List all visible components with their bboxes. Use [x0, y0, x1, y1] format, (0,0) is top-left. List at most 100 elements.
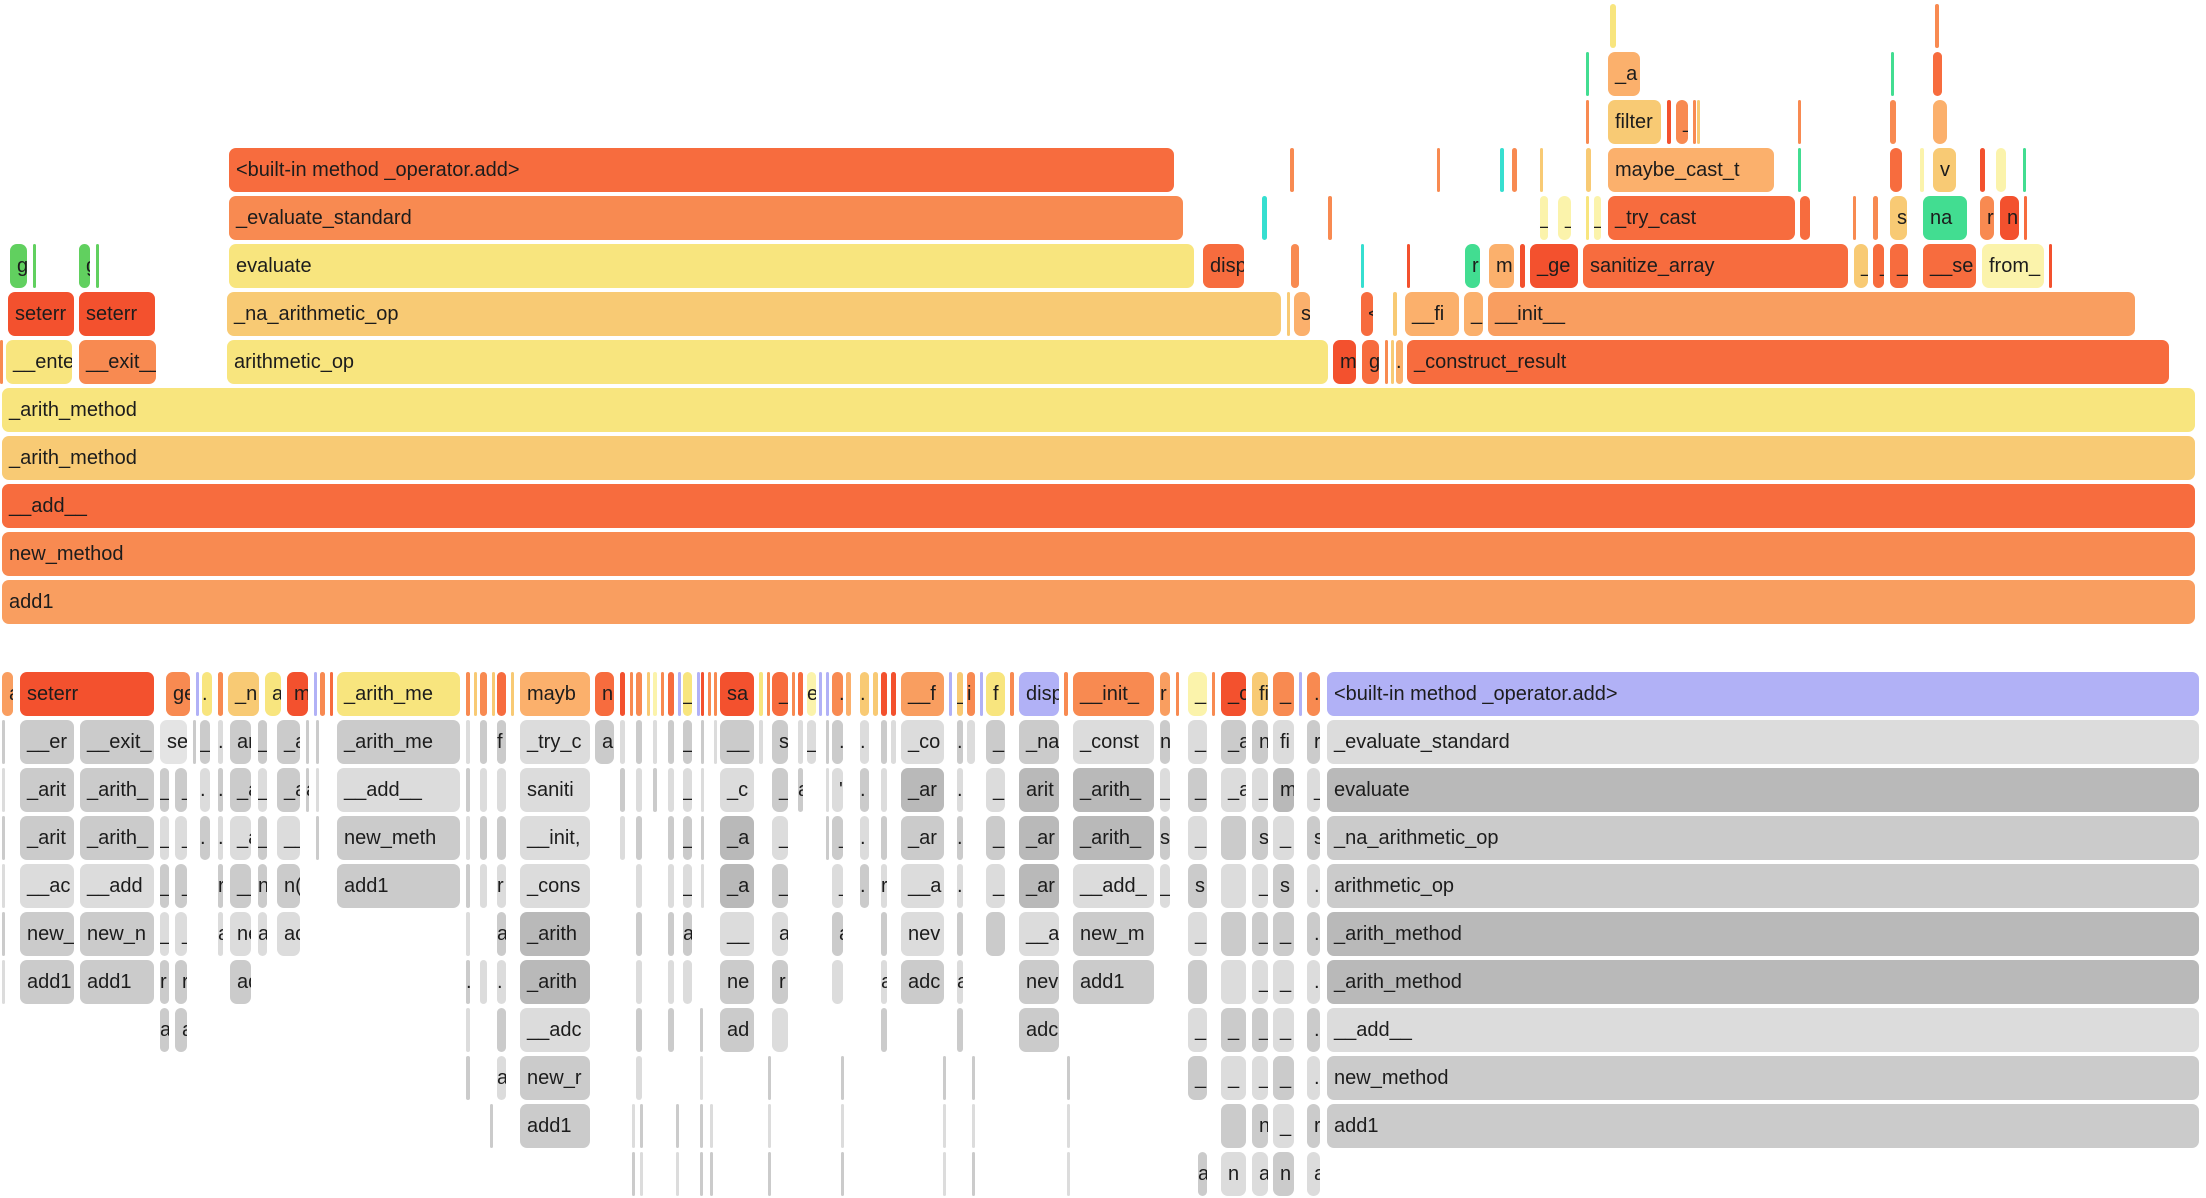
flame-frame[interactable]	[1221, 864, 1246, 908]
flame-frame[interactable]	[759, 720, 763, 764]
flame-frame[interactable]: _	[258, 816, 267, 860]
flame-frame[interactable]	[2, 816, 5, 860]
flame-frame[interactable]: .	[860, 768, 869, 812]
flame-frame[interactable]: add1	[1073, 960, 1154, 1004]
flame-frame[interactable]: new_	[20, 912, 74, 956]
flame-frame[interactable]: _	[772, 672, 788, 716]
flame-frame[interactable]: new_m	[1073, 912, 1154, 956]
flame-frame[interactable]: _	[1221, 1056, 1246, 1100]
flame-frame[interactable]: ne	[720, 960, 754, 1004]
flame-frame[interactable]: s	[1273, 864, 1294, 908]
flame-frame[interactable]	[1064, 672, 1068, 716]
flame-frame[interactable]: _arit	[20, 768, 74, 812]
flame-frame[interactable]: _try_cast	[1608, 196, 1795, 240]
flame-frame[interactable]: seterr	[20, 672, 154, 716]
flame-frame[interactable]	[653, 720, 657, 764]
flame-frame[interactable]	[636, 1056, 642, 1100]
flame-frame[interactable]: a	[175, 1008, 187, 1052]
flame-frame[interactable]: _	[200, 720, 210, 764]
flame-frame[interactable]: _arith	[520, 912, 590, 956]
flame-frame[interactable]	[1176, 672, 1179, 716]
flame-frame[interactable]	[480, 768, 487, 812]
flame-frame[interactable]	[678, 672, 681, 716]
flame-frame[interactable]: s	[1160, 816, 1170, 860]
flame-frame[interactable]: _	[1221, 1008, 1246, 1052]
flame-frame[interactable]	[636, 912, 642, 956]
flame-frame[interactable]: seterr	[79, 292, 155, 336]
flame-frame[interactable]: .	[1307, 960, 1320, 1004]
flame-frame[interactable]: _	[1273, 960, 1294, 1004]
flame-frame[interactable]	[881, 768, 887, 812]
flame-frame[interactable]: _	[986, 720, 1005, 764]
flame-frame[interactable]: _	[1188, 768, 1207, 812]
flame-frame[interactable]: .	[218, 720, 223, 764]
flame-frame[interactable]	[0, 340, 3, 384]
flame-frame[interactable]	[668, 768, 674, 812]
flame-frame[interactable]	[943, 1056, 946, 1100]
flame-frame[interactable]: _	[772, 768, 788, 812]
flame-frame[interactable]	[1933, 100, 1947, 144]
flame-frame[interactable]	[636, 720, 642, 764]
flame-frame[interactable]	[1385, 340, 1388, 384]
flame-frame[interactable]: n	[1160, 720, 1170, 764]
flame-frame[interactable]	[1290, 148, 1294, 192]
flame-frame[interactable]	[957, 912, 963, 956]
flame-frame[interactable]: r	[1980, 196, 1994, 240]
flame-frame[interactable]	[2, 864, 5, 908]
flame-frame[interactable]	[700, 1008, 703, 1052]
flame-frame[interactable]	[891, 672, 896, 716]
flame-frame[interactable]	[1586, 52, 1589, 96]
flame-frame[interactable]: m	[1489, 244, 1514, 288]
flame-frame[interactable]: i	[967, 672, 975, 716]
flame-frame[interactable]: n(	[277, 864, 300, 908]
flame-frame[interactable]: a	[798, 768, 803, 812]
flame-frame[interactable]	[700, 1056, 703, 1100]
flame-frame[interactable]: _cons	[520, 864, 590, 908]
flame-frame[interactable]: a	[1252, 1152, 1268, 1196]
flame-frame[interactable]	[714, 672, 717, 716]
flame-frame[interactable]: a	[265, 672, 281, 716]
flame-frame[interactable]: _	[1273, 1056, 1294, 1100]
flame-frame[interactable]: _	[1188, 1056, 1207, 1100]
flame-frame[interactable]: n	[1252, 1104, 1268, 1148]
flame-frame[interactable]	[497, 1008, 506, 1052]
flame-frame[interactable]	[1328, 196, 1332, 240]
flame-frame[interactable]: .	[200, 816, 210, 860]
flame-frame[interactable]: n	[1221, 1152, 1246, 1196]
flame-frame[interactable]: _construct_result	[1407, 340, 2169, 384]
flame-frame[interactable]: _	[986, 768, 1005, 812]
flame-frame[interactable]	[1996, 148, 2006, 192]
flame-frame[interactable]	[759, 672, 763, 716]
flame-frame[interactable]: _	[807, 720, 816, 764]
flame-frame[interactable]: _arith	[520, 960, 590, 1004]
flame-frame[interactable]: _	[1188, 672, 1207, 716]
flame-frame[interactable]: _	[1273, 1104, 1294, 1148]
flame-frame[interactable]: f	[497, 720, 506, 764]
flame-frame[interactable]: disp	[1203, 244, 1244, 288]
flame-frame[interactable]: .	[832, 672, 843, 716]
flame-frame[interactable]: _	[832, 864, 843, 908]
flame-frame[interactable]: _a	[720, 816, 754, 860]
flame-frame[interactable]	[480, 960, 487, 1004]
flame-frame[interactable]: s	[1307, 816, 1320, 860]
flame-frame[interactable]: g	[10, 244, 27, 288]
flame-frame[interactable]: __add__	[2, 484, 2195, 528]
flame-frame[interactable]: _	[1252, 912, 1268, 956]
flame-frame[interactable]	[1980, 148, 1985, 192]
flame-frame[interactable]	[1391, 340, 1394, 384]
flame-frame[interactable]: evaluate	[1327, 768, 2199, 812]
flame-frame[interactable]	[636, 864, 642, 908]
flame-frame[interactable]	[653, 672, 657, 716]
flame-frame[interactable]	[1933, 52, 1942, 96]
flame-frame[interactable]: __fi	[1405, 292, 1459, 336]
flame-frame[interactable]: _	[1252, 1056, 1268, 1100]
flame-frame[interactable]	[1800, 196, 1810, 240]
flame-frame[interactable]: r	[497, 864, 506, 908]
flame-frame[interactable]	[701, 864, 704, 908]
flame-frame[interactable]	[881, 672, 887, 716]
flame-frame[interactable]: _	[832, 816, 843, 860]
flame-frame[interactable]	[1067, 1056, 1070, 1100]
flame-frame[interactable]: _try_c	[520, 720, 590, 764]
flame-frame[interactable]	[2, 768, 5, 812]
flame-frame[interactable]	[881, 816, 887, 860]
